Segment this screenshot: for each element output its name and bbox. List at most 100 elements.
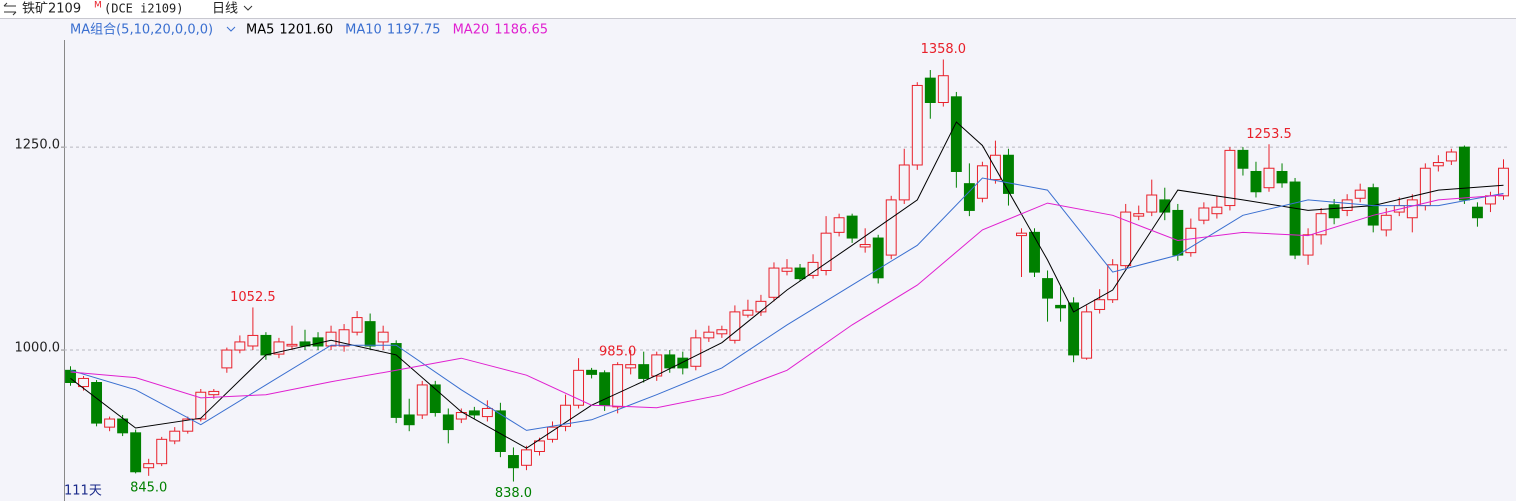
candle-body — [1211, 206, 1223, 215]
candle-body — [338, 329, 350, 347]
candle-body — [325, 331, 337, 347]
candle-body — [351, 317, 363, 333]
swap-icon[interactable] — [3, 2, 17, 16]
candle-body — [260, 334, 272, 356]
candle-body — [117, 418, 129, 434]
candle-body — [286, 343, 298, 347]
period-dropdown[interactable] — [243, 5, 253, 11]
candle-body — [1172, 209, 1184, 256]
candle-body — [169, 430, 181, 442]
candle-body — [664, 354, 676, 369]
candle-body — [221, 349, 233, 369]
candle-body — [442, 414, 454, 431]
high-label: 1253.5 — [1246, 127, 1292, 142]
ma-line — [70, 194, 1504, 409]
high-label: 1052.5 — [230, 290, 276, 305]
candle-body — [1276, 170, 1288, 184]
candle-body — [130, 432, 142, 473]
candle-body — [521, 449, 532, 466]
candle-body — [1042, 278, 1053, 299]
candle-body — [807, 261, 819, 276]
legend-value: 1197.75 — [387, 23, 441, 38]
candle-body — [78, 377, 89, 388]
candle-body — [755, 300, 767, 313]
candle-body — [1094, 299, 1106, 310]
candle-body — [1419, 167, 1431, 207]
high-label: 1358.0 — [921, 42, 967, 57]
candle-body — [1315, 213, 1327, 236]
legend-name: MA10 — [345, 23, 382, 38]
candle-body — [950, 96, 962, 172]
candle-body — [403, 414, 415, 426]
candle-body — [247, 334, 259, 347]
candle-body — [377, 331, 389, 343]
candle-body — [625, 364, 637, 369]
candle-body — [312, 337, 324, 347]
candle-body — [1250, 170, 1262, 193]
candle-body — [1328, 204, 1340, 219]
candle-body — [976, 165, 988, 199]
low-label: 845.0 — [130, 480, 167, 495]
candle-body — [937, 75, 949, 103]
candle-body — [859, 244, 871, 248]
candle-body — [429, 384, 441, 414]
symbol: 铁矿2109 — [22, 2, 81, 17]
candle-body — [1471, 206, 1483, 219]
candle-body — [534, 440, 545, 452]
candle-body — [924, 77, 936, 103]
candle-body — [547, 426, 558, 440]
indicator-dropdown[interactable] — [226, 26, 236, 32]
candle-body — [573, 369, 585, 406]
candle-body — [742, 309, 754, 316]
candle-body — [911, 84, 923, 166]
candle-body — [364, 321, 376, 347]
candle-body — [1432, 162, 1444, 167]
candle-body — [156, 438, 168, 465]
indicator-name[interactable]: MA组合(5,10,20,0,0,0) — [70, 23, 213, 38]
candle-body — [1003, 154, 1014, 194]
candle-body — [234, 341, 246, 351]
candle-body — [1146, 194, 1158, 213]
candle-body — [794, 267, 806, 280]
candle-body — [1263, 167, 1275, 189]
period[interactable]: 日线 — [212, 2, 238, 17]
candle-body — [651, 354, 663, 377]
candle-body — [1445, 151, 1457, 162]
candle-body — [1367, 187, 1379, 226]
day-count: 111天 — [64, 484, 102, 499]
candle-body — [1068, 302, 1080, 356]
candle-body — [1029, 231, 1040, 273]
candle-body — [898, 164, 910, 201]
candle-body — [729, 311, 741, 341]
candle-body — [390, 343, 402, 418]
candle-body — [1237, 149, 1249, 169]
candle-body — [468, 410, 480, 416]
ma-line — [70, 121, 1504, 449]
candle-body — [1302, 234, 1314, 256]
candle-body — [455, 412, 467, 420]
candle-body — [1185, 227, 1197, 254]
candle-body — [872, 237, 884, 279]
candle-body — [612, 364, 624, 408]
candle-body — [182, 418, 194, 432]
ma-line — [70, 177, 1504, 431]
candle-body — [1055, 304, 1067, 309]
y-tick-label: 1000.0 — [15, 341, 61, 356]
candle-body — [768, 267, 780, 298]
candle-body — [885, 199, 897, 256]
candle-body — [1406, 199, 1418, 219]
candle-body — [1485, 195, 1496, 205]
candle-body — [507, 455, 519, 469]
candle-body — [208, 390, 220, 396]
candle-body — [416, 384, 428, 416]
candle-body — [820, 232, 832, 272]
candle-body — [846, 215, 858, 239]
candle-body — [1120, 211, 1132, 267]
candle-body — [1198, 207, 1210, 221]
top-bar — [0, 0, 1516, 18]
candle-body — [1133, 213, 1145, 217]
candle-body — [481, 407, 493, 418]
candle-body — [1081, 311, 1093, 359]
